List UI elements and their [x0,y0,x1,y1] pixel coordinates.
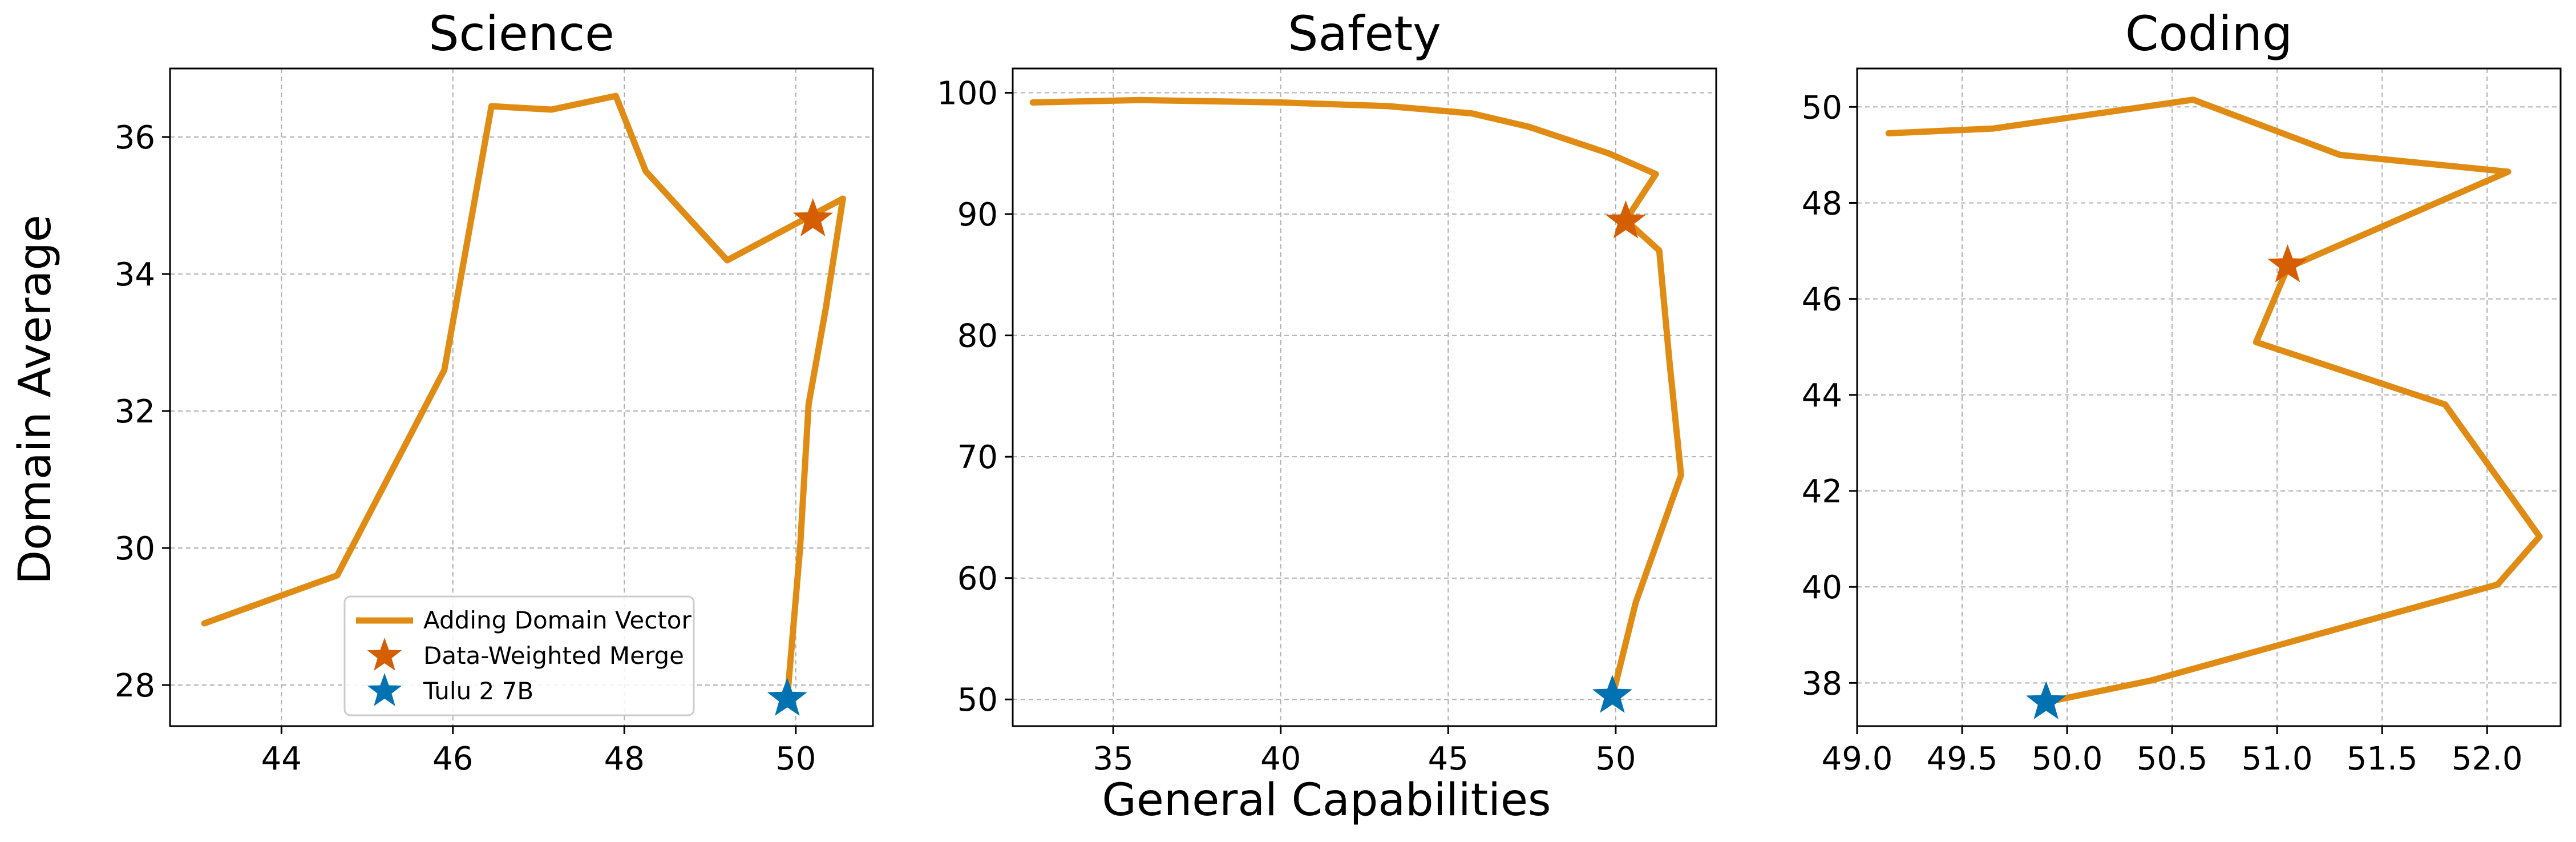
x-axis-label: General Capabilities [1102,775,1551,826]
x-tick-label: 51.0 [2242,740,2313,777]
legend-label-adding-domain-vector: Adding Domain Vector [423,606,692,634]
x-tick-label: 52.0 [2452,740,2523,777]
y-axis-label: Domain Average [10,215,61,585]
x-tick-label: 35 [1093,740,1134,777]
legend: Adding Domain Vector Data-Weighted Merge… [343,595,695,716]
panel-safety: 35 40 45 50 50 60 70 80 90 100 Safety [937,6,1717,777]
panel-title: Coding [2125,6,2292,62]
y-tick-label: 48 [1802,185,1842,222]
legend-merge-star-icon [367,638,402,671]
y-tick-label: 28 [115,667,155,704]
axes-frame [1856,67,2562,727]
marker-tulu-2-7b-star [1592,674,1633,713]
axes-frame [1012,67,1717,727]
chart-panels: 44 46 48 50 28 30 32 34 36 Science 35 40 45 50 50 60 70 8… [115,6,2562,777]
x-tick-label: 44 [261,740,302,777]
y-tick-label: 46 [1802,281,1842,319]
x-tick-label: 51.5 [2347,740,2418,777]
y-tick-label: 50 [957,682,998,719]
panel-science: 44 46 48 50 28 30 32 34 36 Science [115,6,874,777]
marker-tulu-2-7b-star [2026,681,2067,719]
marker-data-weighted-merge-star [792,198,834,236]
y-tick-label: 100 [937,75,998,112]
panel-coding: 49.0 49.5 50.0 50.5 51.0 51.5 52.0 38 40 42 44 46 48… [1802,6,2562,777]
y-tick-label: 34 [115,256,155,293]
legend-box [343,595,695,716]
legend-base-star-icon [367,673,402,706]
y-tick-label: 60 [957,561,998,598]
panel-title: Science [428,6,614,62]
x-tick-label: 49.0 [1822,740,1893,777]
axes-frame [169,67,874,727]
y-tick-label: 30 [115,530,155,567]
y-tick-label: 80 [957,318,998,355]
series-line-adding-domain-vector [1885,96,2543,706]
marker-data-weighted-merge-star [1606,200,1646,239]
y-tick-label: 50 [1802,89,1842,126]
y-tick-label: 70 [957,439,998,476]
x-tick-label: 50.5 [2137,740,2208,777]
x-tick-label: 40 [1260,740,1301,777]
series-line-adding-domain-vector [1029,96,1684,700]
x-tick-label: 48 [604,740,645,777]
series-line-adding-domain-vector [201,92,846,702]
marker-tulu-2-7b-star [767,678,807,716]
x-tick-label: 50 [775,740,816,777]
y-tick-label: 44 [1802,377,1842,414]
y-tick-label: 38 [1802,665,1842,702]
y-tick-label: 32 [115,393,155,430]
x-tick-label: 50.0 [2032,740,2103,777]
x-tick-label: 49.5 [1927,740,1998,777]
y-tick-label: 36 [115,119,155,156]
y-tick-label: 90 [957,196,998,233]
legend-label-tulu-2-7b: Tulu 2 7B [423,677,533,705]
y-tick-label: 42 [1802,473,1842,510]
panel-title: Safety [1288,6,1441,62]
x-tick-label: 50 [1595,740,1636,777]
marker-data-weighted-merge-star [2267,244,2308,283]
x-tick-label: 46 [432,740,473,777]
legend-label-data-weighted-merge: Data-Weighted Merge [423,642,684,670]
x-tick-label: 45 [1428,740,1469,777]
y-tick-label: 40 [1802,569,1842,606]
